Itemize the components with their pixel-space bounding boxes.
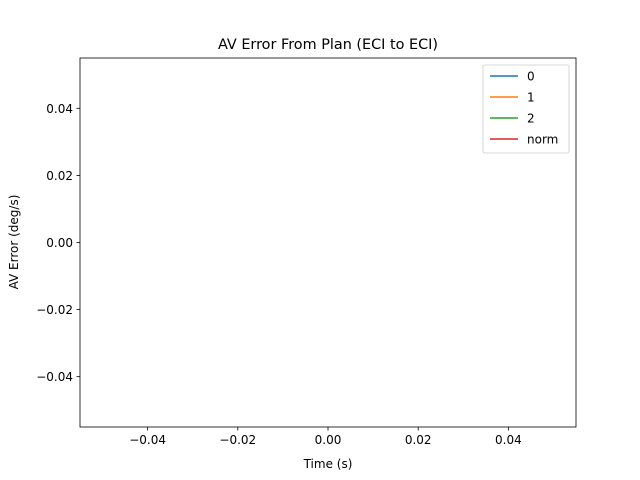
legend-entry-label: 0: [527, 70, 535, 84]
chart-title: AV Error From Plan (ECI to ECI): [218, 37, 438, 53]
x-tick-label: −0.04: [129, 433, 166, 447]
legend-entry-label: 1: [527, 91, 535, 105]
y-tick-label: 0.04: [46, 102, 73, 116]
y-tick-label: −0.02: [36, 303, 73, 317]
y-tick-label: −0.04: [36, 370, 73, 384]
legend-box: [482, 64, 570, 154]
legend: 0 1 2 norm: [482, 64, 570, 154]
x-axis-label: Time (s): [303, 457, 353, 471]
legend-entry-label: norm: [527, 133, 558, 147]
x-tick-label: 0.00: [315, 433, 342, 447]
x-tick-label: −0.02: [219, 433, 256, 447]
x-tick-label: 0.02: [405, 433, 432, 447]
axes-frame: [79, 57, 577, 428]
y-tick-label: 0.00: [46, 236, 73, 250]
x-axis-ticks: −0.04 −0.02 0.00 0.02 0.04: [129, 427, 522, 447]
x-tick-label: 0.04: [495, 433, 522, 447]
y-axis-label: AV Error (deg/s): [7, 195, 21, 290]
legend-entry-label: 2: [527, 112, 535, 126]
y-axis-ticks: −0.04 −0.02 0.00 0.02 0.04: [36, 102, 80, 384]
y-tick-label: 0.02: [46, 169, 73, 183]
